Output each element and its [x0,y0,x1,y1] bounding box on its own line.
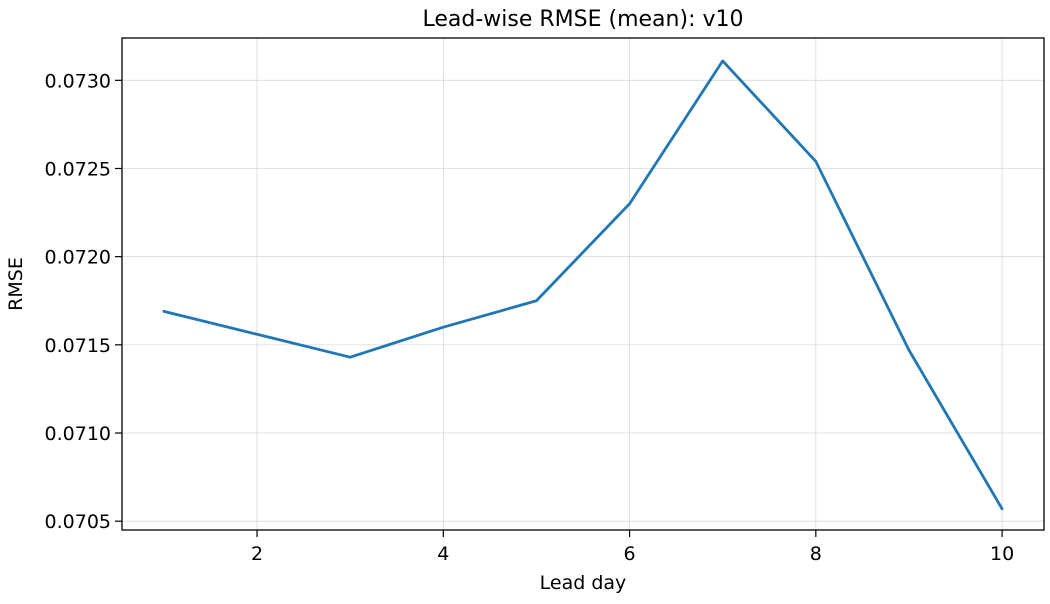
y-tick-label: 0.0710 [45,423,111,445]
x-axis-ticks: 2 4 6 8 10 [251,530,1014,565]
plot-area-frame [121,37,1045,531]
y-tick-label: 0.0705 [45,511,111,533]
y-tick-label: 0.0730 [45,70,111,92]
y-tick-label: 0.0715 [45,335,111,357]
x-tick-label: 4 [437,543,449,565]
y-axis-ticks: 0.0705 0.0710 0.0715 0.0720 0.0725 0.0730 [45,70,122,533]
y-tick-label: 0.0720 [45,247,111,269]
x-tick-label: 6 [624,543,636,565]
x-tick-label: 8 [810,543,822,565]
x-tick-label: 2 [251,543,263,565]
y-axis-label: RMSE [5,257,27,311]
series-line-0 [162,59,1004,511]
x-axis-label: Lead day [540,572,627,594]
x-tick-label: 10 [990,543,1014,565]
series-layer [162,59,1004,511]
y-tick-label: 0.0725 [45,158,111,180]
chart-title: Lead-wise RMSE (mean): v10 [423,7,744,32]
grid [122,38,1044,530]
